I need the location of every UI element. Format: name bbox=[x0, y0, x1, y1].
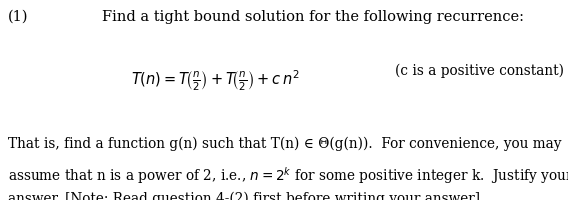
Text: (1): (1) bbox=[8, 10, 28, 24]
Text: answer. [Note: Read question 4-(2) first before writing your answer]: answer. [Note: Read question 4-(2) first… bbox=[8, 192, 480, 200]
Text: assume that n is a power of 2, i.e., $n=2^k$ for some positive integer k.  Justi: assume that n is a power of 2, i.e., $n=… bbox=[8, 165, 568, 186]
Text: Find a tight bound solution for the following recurrence:: Find a tight bound solution for the foll… bbox=[102, 10, 524, 24]
Text: $T(n) = T\!\left(\frac{n}{2}\right) + T\!\left(\frac{n}{2}\right) + c\,n^2$: $T(n) = T\!\left(\frac{n}{2}\right) + T\… bbox=[131, 68, 299, 93]
Text: (c is a positive constant): (c is a positive constant) bbox=[395, 64, 564, 78]
Text: That is, find a function g(n) such that T(n) ∈ Θ(g(n)).  For convenience, you ma: That is, find a function g(n) such that … bbox=[8, 137, 561, 151]
